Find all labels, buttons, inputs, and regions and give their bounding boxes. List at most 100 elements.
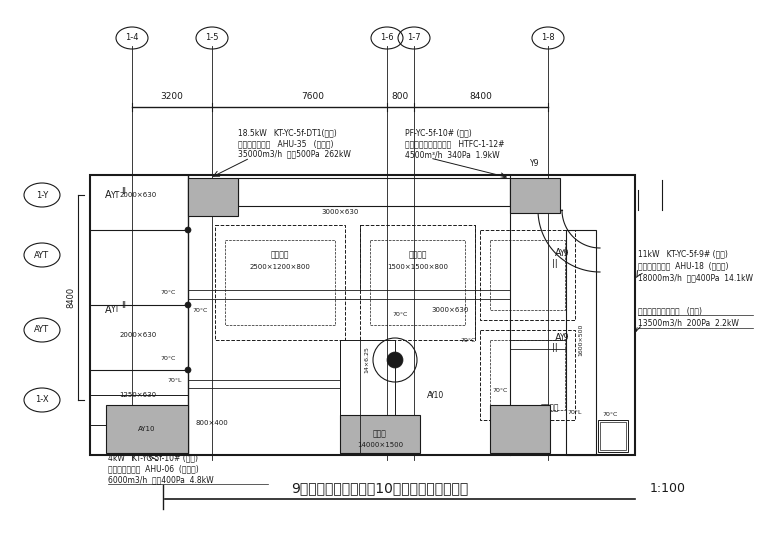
Text: 风机盘管: 风机盘管 [128, 406, 147, 415]
Text: 70°L: 70°L [168, 378, 182, 384]
Bar [510, 178, 560, 213]
Text: 8400: 8400 [67, 287, 75, 308]
Bar [490, 405, 550, 453]
Text: 70°L: 70°L [568, 410, 582, 416]
Bar [188, 178, 238, 216]
Text: 18000m3/h  余压400Pa  14.1kW: 18000m3/h 余压400Pa 14.1kW [638, 273, 753, 282]
Text: 3000×630: 3000×630 [432, 307, 469, 313]
Text: ||: || [552, 343, 558, 352]
Text: 2000×630: 2000×630 [119, 332, 157, 338]
Text: 风机盘管: 风机盘管 [541, 403, 559, 413]
Text: 组合式空调机组  AHU-18  (冬增期): 组合式空调机组 AHU-18 (冬增期) [638, 261, 729, 270]
Bar [106, 405, 188, 453]
Text: 3200: 3200 [160, 92, 183, 101]
Text: Y10: Y10 [430, 391, 444, 400]
Text: Y9: Y9 [530, 159, 540, 168]
Text: 14000×1500: 14000×1500 [357, 442, 403, 448]
Text: A: A [105, 305, 111, 315]
Text: 8400: 8400 [470, 92, 492, 101]
Text: 70°C: 70°C [160, 356, 176, 360]
Text: AY10: AY10 [138, 426, 156, 432]
Text: 4500m³/h  340Pa  1.9kW: 4500m³/h 340Pa 1.9kW [405, 150, 499, 159]
Text: 1-5: 1-5 [205, 34, 219, 43]
Text: 1-7: 1-7 [407, 34, 421, 43]
Bar [490, 340, 565, 410]
Text: 3000×630: 3000×630 [321, 209, 359, 215]
Bar [490, 240, 565, 310]
Bar [215, 225, 345, 340]
Circle shape [185, 302, 191, 308]
Bar [566, 230, 596, 455]
Text: 1250×630: 1250×630 [119, 392, 157, 398]
Text: 轴流式全热交换心风机   HTFC-1-12#: 轴流式全热交换心风机 HTFC-1-12# [405, 139, 505, 148]
Text: 1500×1500×800: 1500×1500×800 [388, 264, 448, 270]
Text: A: A [555, 248, 562, 258]
Bar [360, 225, 475, 340]
Text: 1-8: 1-8 [541, 34, 555, 43]
Bar [90, 175, 635, 455]
Text: 70°C: 70°C [492, 387, 508, 392]
Text: 9号影厅、售票大厅和10号影厅空调机房详图: 9号影厅、售票大厅和10号影厅空调机房详图 [291, 481, 469, 495]
Bar [370, 240, 465, 325]
Text: 70°C: 70°C [192, 308, 207, 312]
Text: A: A [172, 418, 178, 427]
Text: 1:100: 1:100 [650, 482, 686, 495]
Circle shape [185, 227, 191, 233]
Text: 液膜头: 液膜头 [373, 430, 387, 439]
Text: 11kW   KT-YC-5f-9# (夏期): 11kW KT-YC-5f-9# (夏期) [638, 249, 728, 258]
Text: 70°C: 70°C [160, 290, 176, 295]
Text: YT: YT [112, 305, 121, 314]
Text: 13500m3/h  200Pa  2.2kW: 13500m3/h 200Pa 2.2kW [638, 318, 739, 327]
Text: 新风机组: 新风机组 [409, 251, 427, 260]
Text: 2000×630: 2000×630 [119, 192, 157, 198]
Text: 7600: 7600 [302, 92, 325, 101]
Text: 35000m3/h  余压500Pa  262kW: 35000m3/h 余压500Pa 262kW [238, 149, 351, 158]
Text: A: A [555, 333, 562, 343]
Text: 14×6.25: 14×6.25 [365, 346, 369, 374]
Text: 组合式空调机组   AHU-35   (冬增期): 组合式空调机组 AHU-35 (冬增期) [238, 139, 334, 148]
Text: 18.5kW   KT-YC-5f-DT1(夏期): 18.5kW KT-YC-5f-DT1(夏期) [238, 128, 337, 137]
Text: 组合式空调机组风阀   (夏期): 组合式空调机组风阀 (夏期) [638, 306, 702, 315]
Text: YT: YT [112, 190, 121, 199]
Bar [480, 330, 575, 420]
Text: 70°C: 70°C [392, 312, 407, 318]
Text: 1-X: 1-X [35, 395, 49, 405]
Text: 1-Y: 1-Y [36, 190, 48, 199]
Text: Y9: Y9 [560, 248, 570, 257]
Text: Y9: Y9 [560, 334, 570, 343]
Bar [90, 395, 188, 455]
Bar [90, 175, 188, 230]
Text: 4kW   KT-YC-5f-10# (夏期): 4kW KT-YC-5f-10# (夏期) [108, 453, 198, 462]
Text: 组合式空调机组  AHU-06  (冬增期): 组合式空调机组 AHU-06 (冬增期) [108, 464, 199, 473]
Bar [340, 415, 420, 453]
Text: Y10: Y10 [175, 418, 189, 427]
Text: 2500×1200×800: 2500×1200×800 [249, 264, 310, 270]
Bar [238, 178, 510, 206]
Text: 70°C: 70°C [461, 337, 476, 343]
Text: 1600×500: 1600×500 [578, 324, 584, 356]
Text: A: A [105, 190, 111, 200]
Bar [600, 422, 626, 450]
Text: 70°C: 70°C [603, 413, 618, 417]
Text: A: A [427, 391, 433, 400]
Text: 1-6: 1-6 [380, 34, 394, 43]
Text: PF-YC-5f-10# (夏期): PF-YC-5f-10# (夏期) [405, 128, 472, 137]
Text: 1-4: 1-4 [125, 34, 139, 43]
Text: II: II [122, 302, 126, 311]
Text: AYT: AYT [34, 251, 49, 260]
Circle shape [185, 367, 191, 373]
Text: II: II [122, 187, 126, 196]
Text: 6000m3/h  余压400Pa  4.8kW: 6000m3/h 余压400Pa 4.8kW [108, 475, 214, 484]
Text: ||: || [552, 259, 558, 268]
Bar [90, 305, 188, 370]
Bar [340, 340, 395, 450]
Text: 800: 800 [392, 92, 409, 101]
Bar [598, 420, 628, 452]
Bar [480, 230, 575, 320]
Bar [225, 240, 335, 325]
Text: 新风机组: 新风机组 [271, 251, 290, 260]
Bar [90, 370, 188, 425]
Circle shape [387, 352, 403, 368]
Text: AYT: AYT [34, 326, 49, 335]
Text: 800×400: 800×400 [196, 420, 229, 426]
